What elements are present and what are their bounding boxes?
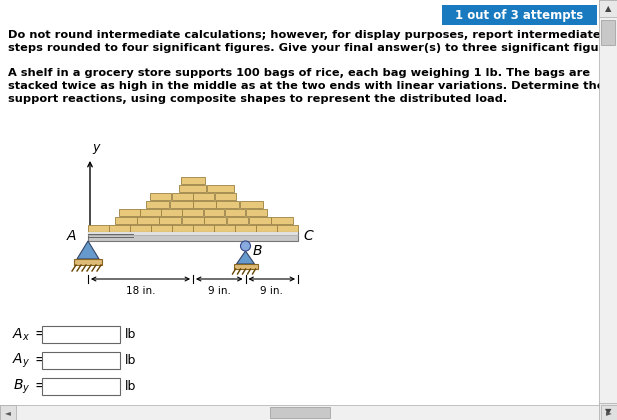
Text: A shelf in a grocery store supports 100 bags of rice, each bag weighing 1 lb. Th: A shelf in a grocery store supports 100 … [8, 68, 590, 78]
Bar [88, 225, 109, 231]
Bar [193, 225, 213, 231]
Text: C: C [303, 229, 313, 243]
Bar [182, 217, 204, 223]
Bar [193, 193, 214, 200]
Text: 9 in.: 9 in. [260, 286, 283, 296]
Bar [180, 185, 206, 192]
Bar [240, 201, 263, 207]
Bar [246, 209, 267, 215]
Bar [599, 0, 617, 17]
Bar [140, 209, 161, 215]
Text: $A_x$: $A_x$ [12, 326, 30, 343]
Text: steps rounded to four significant figures. Give your final answer(s) to three si: steps rounded to four significant figure… [8, 43, 617, 53]
Text: $B_y$: $B_y$ [12, 377, 30, 396]
Bar [214, 225, 234, 231]
Bar [42, 352, 120, 369]
Bar [277, 225, 297, 231]
Bar [119, 209, 139, 215]
Bar [181, 177, 204, 184]
Text: =: = [34, 354, 46, 368]
Bar [270, 407, 330, 418]
Bar [249, 217, 271, 223]
Polygon shape [77, 241, 99, 259]
Text: stacked twice as high in the middle as at the two ends with linear variations. D: stacked twice as high in the middle as a… [8, 81, 605, 91]
Text: lb: lb [125, 380, 136, 393]
Bar [172, 225, 193, 231]
Text: $A_y$: $A_y$ [12, 352, 30, 370]
Text: lb: lb [125, 354, 136, 367]
Bar [233, 264, 257, 269]
Bar [204, 209, 224, 215]
Bar [88, 232, 298, 235]
Bar [161, 209, 182, 215]
Text: 9 in.: 9 in. [208, 286, 231, 296]
Bar [442, 5, 597, 25]
Bar [204, 217, 226, 223]
Bar [42, 326, 120, 343]
Text: =: = [34, 328, 46, 341]
Bar [183, 209, 203, 215]
Bar [151, 225, 172, 231]
Text: ▼: ▼ [605, 407, 611, 416]
Text: 18 in.: 18 in. [126, 286, 155, 296]
Bar [599, 403, 617, 420]
Bar [88, 232, 298, 241]
Bar [150, 193, 171, 200]
Bar [74, 259, 102, 265]
Bar [215, 193, 236, 200]
Bar [0, 405, 16, 420]
Bar [235, 225, 255, 231]
Text: y: y [92, 141, 99, 154]
Bar [599, 0, 617, 420]
Bar [115, 217, 136, 223]
Bar [207, 185, 234, 192]
Bar [601, 20, 615, 45]
Text: =: = [34, 380, 46, 394]
Text: lb: lb [125, 328, 136, 341]
Bar [130, 225, 151, 231]
Bar [170, 201, 193, 207]
Text: ◄: ◄ [5, 408, 11, 417]
Polygon shape [236, 251, 254, 264]
Text: support reactions, using composite shapes to represent the distributed load.: support reactions, using composite shape… [8, 94, 507, 104]
Text: 1 out of 3 attempts: 1 out of 3 attempts [455, 8, 584, 21]
Text: ►: ► [606, 408, 612, 417]
Text: A: A [67, 229, 76, 243]
Text: ▲: ▲ [605, 4, 611, 13]
Bar [146, 201, 169, 207]
Text: x: x [171, 226, 178, 239]
Bar [601, 405, 617, 420]
Bar [226, 217, 249, 223]
Bar [172, 193, 193, 200]
Bar [217, 201, 239, 207]
Bar [271, 217, 293, 223]
Bar [0, 405, 617, 420]
Circle shape [241, 241, 251, 251]
Bar [159, 217, 181, 223]
Bar [225, 209, 246, 215]
Text: B: B [252, 244, 262, 258]
Bar [256, 225, 276, 231]
Bar [42, 378, 120, 395]
Bar [109, 225, 130, 231]
Bar [137, 217, 159, 223]
Bar [193, 201, 216, 207]
Text: Do not round intermediate calculations; however, for display purposes, report in: Do not round intermediate calculations; … [8, 30, 600, 40]
